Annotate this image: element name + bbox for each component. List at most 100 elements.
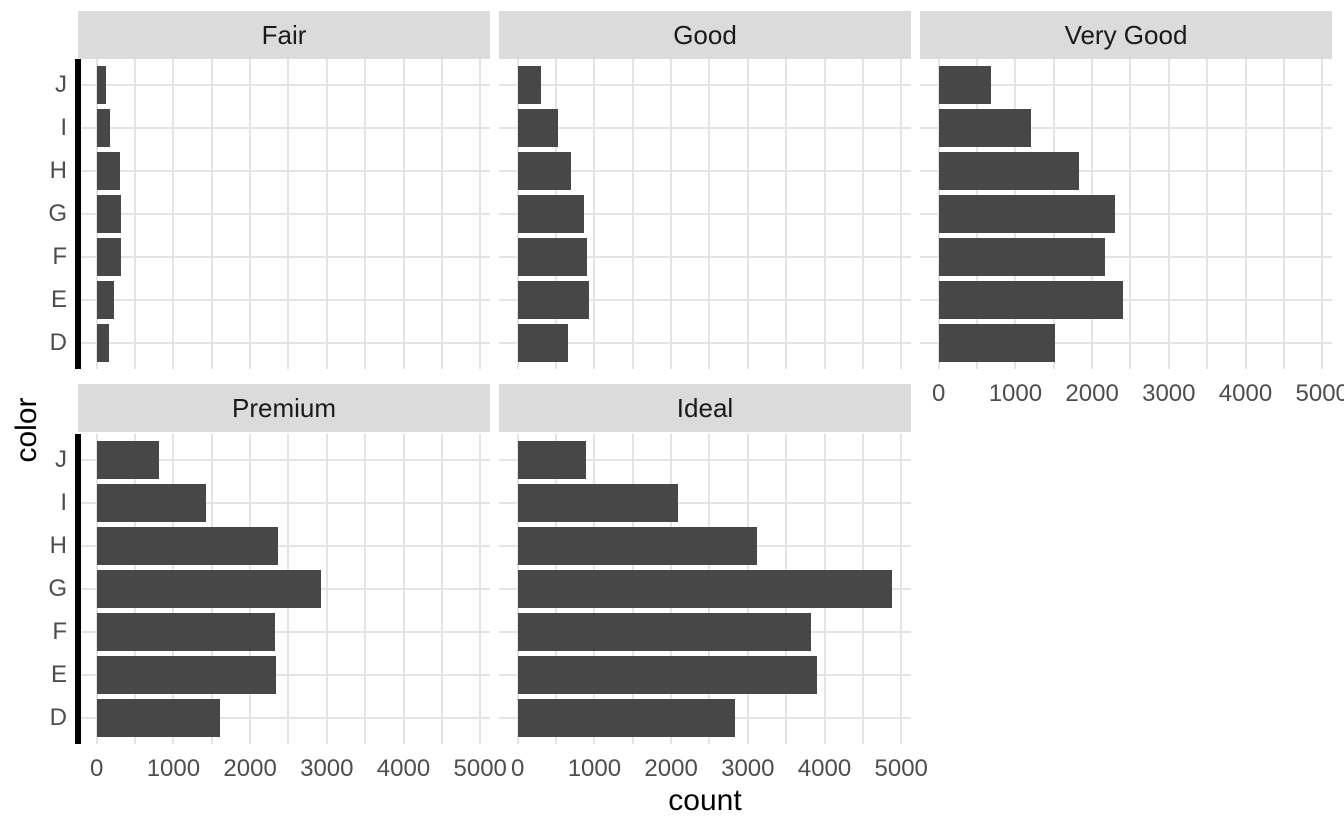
y-tick-label-j: J (55, 445, 67, 473)
facet-strip-label-premium: Premium (231, 393, 336, 423)
bar-fair-j (96, 65, 106, 104)
y-tick-label-h: H (49, 531, 67, 559)
gridline-category (78, 544, 490, 547)
x-tick-label: 4000 (1218, 380, 1273, 407)
bar-premium-j (96, 440, 159, 479)
x-tick-label: 5000 (1295, 380, 1344, 407)
facet-strip-label-ideal: Ideal (676, 393, 734, 423)
x-tick-label: 5000 (453, 755, 507, 782)
facet-strip-good: Good (499, 11, 911, 59)
bar-very-good-d (938, 324, 1055, 363)
bar-premium-g (96, 570, 321, 608)
bar-very-good-j (938, 65, 991, 104)
bar-ideal-f (517, 613, 812, 652)
gridline-category (499, 83, 911, 86)
bar-ideal-j (517, 440, 587, 479)
bar-premium-h (96, 526, 278, 565)
bar-good-e (517, 281, 590, 320)
x-tick-label: 5000 (874, 755, 928, 782)
gridline-category (78, 83, 490, 86)
x-tick-label: 3000 (721, 755, 775, 782)
bar-good-d (517, 324, 569, 363)
facet-panel-ideal (499, 434, 911, 744)
x-tick-label: 1000 (146, 755, 201, 782)
x-tick-label: 2000 (1065, 380, 1119, 407)
gridline-category (78, 299, 490, 302)
gridline-category (920, 256, 1332, 259)
x-tick-label: 1000 (567, 755, 622, 782)
gridline-category (499, 213, 911, 215)
x-tick-label: 2000 (223, 755, 277, 782)
bar-fair-i (96, 108, 111, 147)
x-tick-label: 0 (90, 755, 104, 782)
y-tick-label-j: J (55, 70, 67, 98)
y-tick-label-g: G (48, 200, 67, 227)
gridline-category (78, 501, 490, 504)
x-tick-label: 3000 (1142, 380, 1196, 407)
bar-very-good-h (938, 151, 1079, 190)
bar-ideal-i (517, 483, 679, 522)
y-tick-label-e: E (50, 661, 67, 689)
bar-fair-f (96, 238, 121, 277)
bar-good-g (517, 195, 585, 233)
facet-strip-very-good: Very Good (920, 11, 1332, 59)
bar-very-good-f (938, 238, 1105, 277)
gridline-category (499, 458, 911, 461)
gridline-category (78, 169, 490, 172)
bar-very-good-i (938, 108, 1031, 147)
facet-panel-premium (78, 434, 490, 744)
bar-good-f (517, 238, 588, 277)
y-axis-title: color (10, 397, 43, 463)
x-axis-title: count (668, 784, 742, 817)
y-tick-label-d: D (49, 704, 67, 732)
gridline-category (920, 126, 1332, 129)
gridline-category (78, 126, 490, 129)
bar-very-good-e (938, 281, 1123, 320)
bar-ideal-d (517, 699, 736, 738)
bar-ideal-h (517, 526, 757, 565)
bar-very-good-g (938, 195, 1115, 233)
y-tick-label-i: I (60, 113, 67, 141)
gridline-category (499, 342, 911, 345)
x-tick-label: 4000 (376, 755, 431, 782)
gridline-category (920, 213, 1332, 215)
bar-ideal-g (517, 570, 893, 608)
x-tick-label: 2000 (644, 755, 698, 782)
bar-good-h (517, 151, 572, 190)
bar-fair-g (96, 195, 121, 233)
bar-premium-d (96, 699, 220, 738)
gridline-category (78, 631, 490, 634)
x-tick-label: 0 (932, 380, 946, 407)
bar-premium-f (96, 613, 276, 652)
facet-strip-ideal: Ideal (499, 384, 911, 432)
facet-strip-label-fair: Fair (261, 20, 307, 50)
facet-panel-very-good (920, 59, 1332, 369)
facet-panel-fair (78, 59, 490, 369)
bar-ideal-e (517, 656, 817, 695)
facet-panel-good (499, 59, 911, 369)
gridline-category (78, 717, 490, 720)
gridline-category (920, 299, 1332, 302)
bar-fair-e (96, 281, 114, 320)
bar-good-j (517, 65, 542, 104)
x-tick-label: 0 (511, 755, 525, 782)
bar-good-i (517, 108, 558, 147)
gridline-category (499, 256, 911, 259)
bar-premium-i (96, 483, 207, 522)
gridline-category (920, 342, 1332, 345)
gridline-category (920, 83, 1332, 86)
bar-premium-e (96, 656, 276, 695)
y-tick-label-f: F (52, 618, 67, 646)
gridline-category (78, 213, 490, 215)
facet-strip-label-very-good: Very Good (1064, 20, 1188, 50)
bar-fair-d (96, 324, 110, 363)
gridline-category (78, 674, 490, 677)
y-tick-label-i: I (60, 488, 67, 516)
y-tick-label-d: D (49, 329, 67, 357)
gridline-category (920, 169, 1332, 172)
gridline-category (499, 169, 911, 172)
gridline-category (499, 501, 911, 504)
y-tick-label-g: G (48, 575, 67, 602)
facet-strip-label-good: Good (673, 20, 737, 50)
